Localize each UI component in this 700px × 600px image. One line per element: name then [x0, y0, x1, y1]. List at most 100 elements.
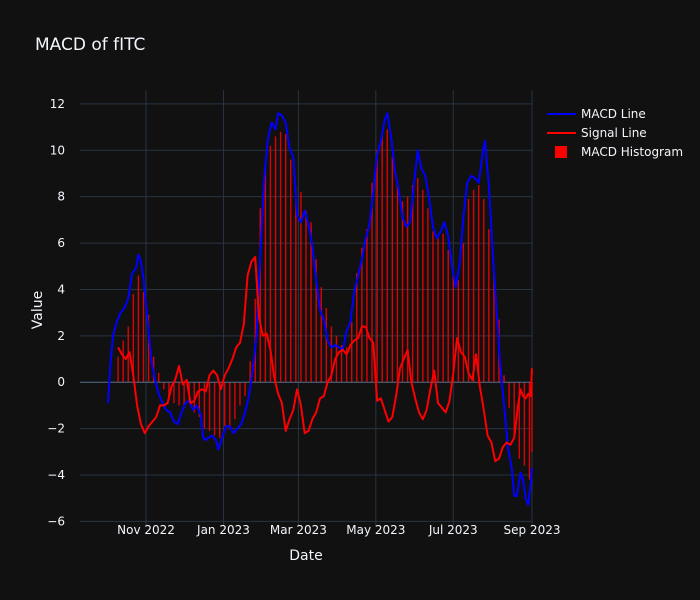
- histogram-bar: [229, 382, 231, 429]
- histogram-bar: [452, 275, 454, 383]
- y-tick-label: −2: [47, 422, 65, 436]
- histogram-bar: [351, 321, 353, 383]
- x-tick-label: May 2023: [346, 523, 405, 537]
- histogram-bar: [518, 382, 521, 459]
- x-tick-label: Mar 2023: [270, 523, 327, 537]
- histogram-bar: [477, 185, 480, 383]
- histogram-bar: [178, 382, 180, 406]
- x-axis-ticks: Nov 2022 Jan 2023 Mar 2023 May 2023 Jul 2023…: [117, 523, 560, 537]
- histogram-bar: [173, 382, 175, 404]
- histogram-bar: [488, 229, 490, 383]
- histogram-bar: [330, 326, 333, 383]
- legend-label-signal-line: Signal Line: [581, 126, 647, 140]
- x-tick-label: Nov 2022: [117, 523, 175, 537]
- histogram-bar: [427, 208, 429, 383]
- legend-label-macd-line: MACD Line: [581, 107, 646, 121]
- legend-swatch-macd-histogram: [555, 146, 567, 158]
- y-tick-label: 10: [50, 143, 65, 157]
- histogram-bar: [315, 259, 317, 383]
- histogram-bar: [432, 231, 434, 383]
- histogram-bar: [244, 382, 246, 397]
- y-tick-label: −4: [47, 468, 65, 482]
- y-tick-label: 2: [57, 329, 65, 343]
- histogram-bar: [310, 222, 312, 383]
- histogram-bar: [295, 187, 297, 383]
- histogram-bar: [193, 382, 195, 413]
- histogram-bar: [531, 382, 533, 452]
- histogram-bar: [300, 192, 302, 383]
- histogram-bar: [305, 210, 307, 383]
- histogram-bar: [335, 335, 338, 383]
- y-tick-label: 6: [57, 236, 65, 250]
- histogram-bar: [163, 382, 165, 390]
- histogram-bar: [417, 178, 419, 383]
- histogram-bar: [442, 233, 444, 383]
- x-tick-label: Sep 2023: [504, 523, 561, 537]
- histogram-bar: [483, 199, 485, 383]
- legend-item-signal-line[interactable]: Signal Line: [547, 126, 647, 140]
- histogram-bar: [168, 382, 170, 397]
- histogram-bar: [437, 238, 439, 383]
- histogram-bar: [462, 243, 465, 383]
- chart-title: MACD of fITC: [35, 35, 145, 55]
- histogram-bar: [234, 382, 236, 420]
- histogram-bar: [361, 247, 363, 383]
- y-axis-ticks: −6 −4 −2 0 2 4 6 8 10 12: [47, 97, 65, 528]
- histogram-bar: [213, 382, 216, 436]
- histogram-bar: [122, 340, 124, 383]
- histogram-bar: [203, 382, 206, 429]
- histogram-bar: [472, 189, 475, 383]
- histogram-bar: [264, 168, 267, 383]
- histogram-bar: [493, 268, 495, 383]
- histogram-bar: [376, 150, 378, 383]
- histogram-bar: [290, 159, 292, 383]
- legend-item-macd-histogram[interactable]: MACD Histogram: [555, 145, 683, 159]
- histogram-bar: [391, 157, 394, 383]
- histogram-bar: [137, 275, 140, 383]
- histogram-bar: [284, 134, 287, 383]
- y-tick-label: 12: [50, 97, 65, 111]
- histogram-bar: [183, 382, 185, 408]
- y-tick-label: 8: [57, 190, 65, 204]
- histogram-bar: [239, 382, 241, 406]
- x-tick-label: Jul 2023: [428, 523, 478, 537]
- histogram-bar: [320, 287, 322, 383]
- histogram-bar: [356, 273, 358, 383]
- histogram-bar: [508, 382, 510, 408]
- histogram-bar: [523, 382, 526, 466]
- histogram-bar: [401, 201, 404, 383]
- legend[interactable]: MACD Line Signal Line MACD Histogram: [547, 107, 683, 159]
- histogram-bar: [345, 347, 348, 383]
- histogram-bar: [396, 180, 399, 383]
- histogram-bar: [386, 129, 388, 383]
- histogram-bar: [422, 189, 424, 383]
- histogram-bar: [503, 375, 505, 383]
- histogram-bar: [371, 182, 373, 383]
- x-tick-label: Jan 2023: [196, 523, 250, 537]
- macd-line-path: [106, 112, 533, 507]
- histogram-bar: [279, 131, 282, 383]
- histogram-bar: [513, 382, 515, 438]
- histogram-bar: [406, 196, 409, 383]
- histogram-bar: [467, 199, 470, 383]
- histogram-bar: [142, 291, 145, 383]
- histogram-bar: [259, 208, 261, 383]
- histogram-bar: [132, 294, 135, 383]
- histogram-bar: [208, 382, 211, 431]
- signal-line-path: [117, 256, 533, 463]
- histogram-bar: [457, 280, 460, 383]
- y-tick-label: −6: [47, 514, 65, 528]
- histogram-bar: [366, 229, 368, 383]
- histogram-bar: [381, 131, 383, 383]
- histogram-bar: [224, 382, 226, 427]
- histogram-bar: [269, 145, 272, 383]
- histogram-bar: [249, 361, 251, 383]
- series-lines: [106, 112, 533, 507]
- legend-item-macd-line[interactable]: MACD Line: [547, 107, 646, 121]
- legend-label-macd-histogram: MACD Histogram: [581, 145, 683, 159]
- histogram-bar: [147, 314, 150, 383]
- histogram-bars: [117, 129, 533, 480]
